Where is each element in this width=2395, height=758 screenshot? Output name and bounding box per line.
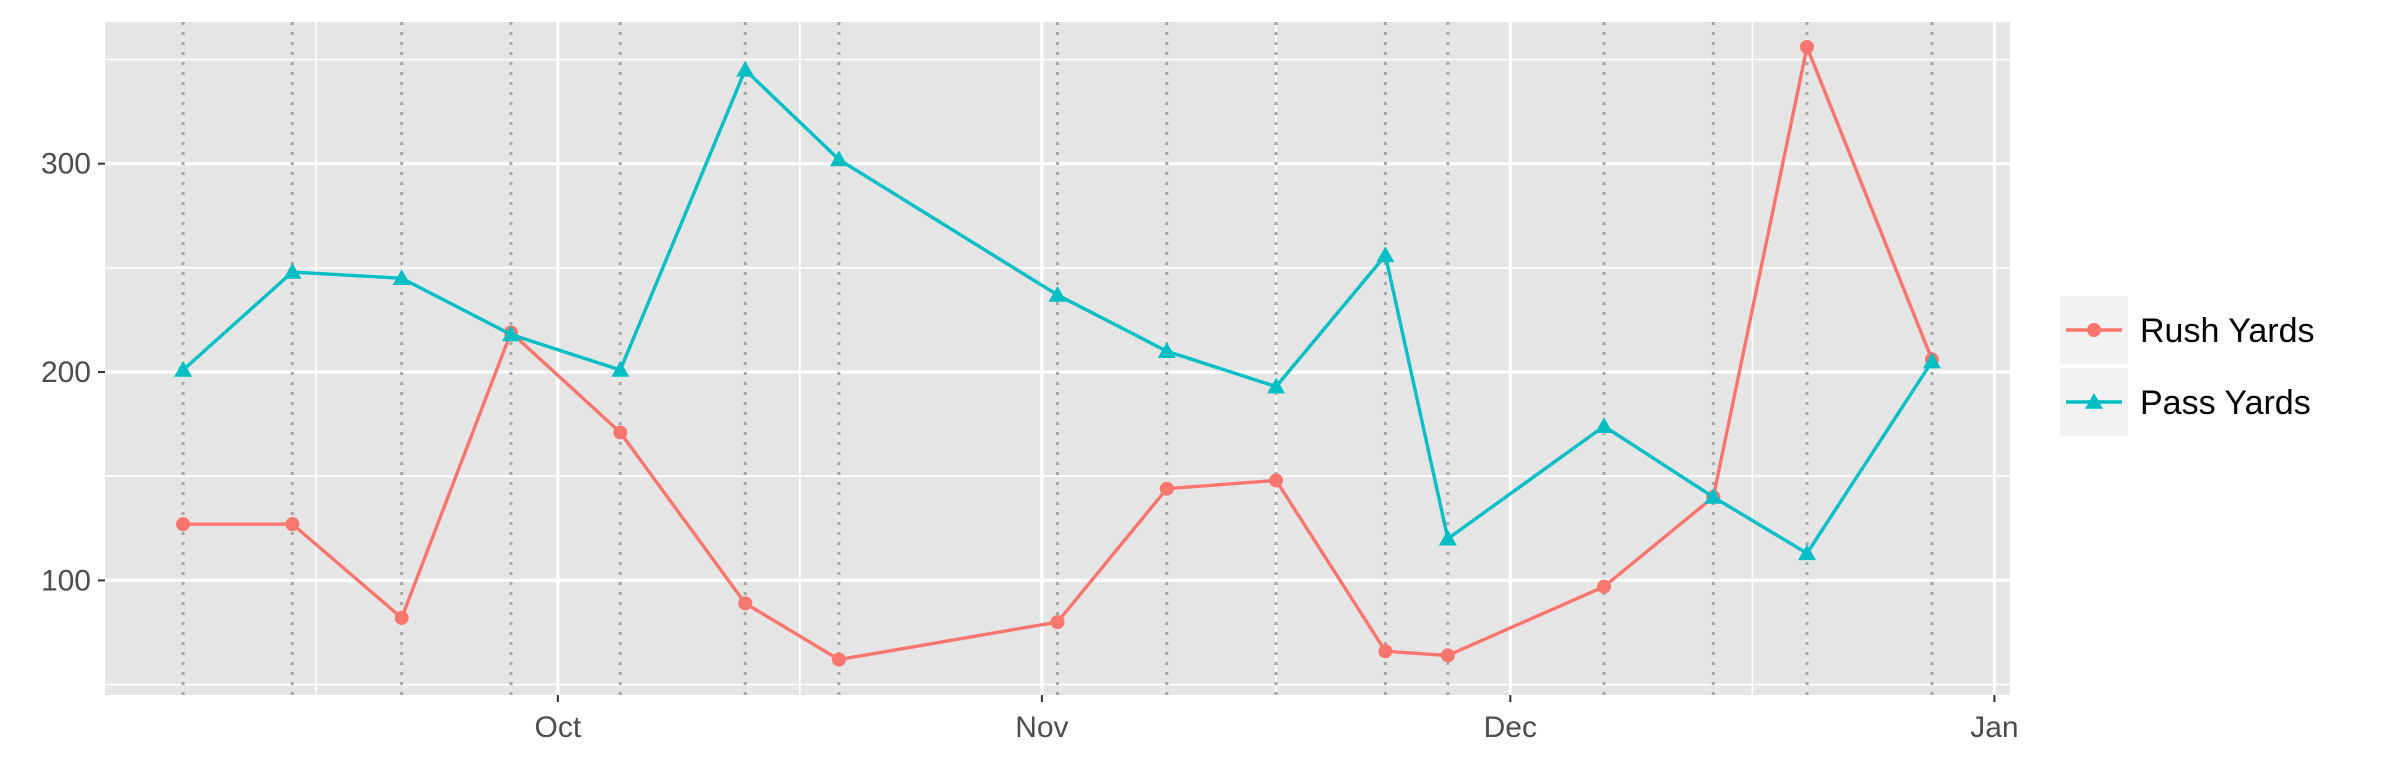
x-tick-label: Oct	[534, 711, 581, 744]
pass-yards-point	[501, 325, 520, 342]
rush-yards-point	[285, 517, 300, 532]
pass-yards-point	[611, 360, 630, 377]
y-tick-label: 100	[41, 564, 91, 597]
pass-yards-point	[174, 360, 193, 377]
pass-yards-point	[1376, 246, 1395, 263]
legend-label-pass-yards: Pass Yards	[2140, 384, 2311, 422]
y-tick-label: 200	[41, 356, 91, 389]
pass-yards-point	[1157, 342, 1176, 358]
rush-yards-point	[176, 517, 191, 532]
rush-yards-point	[1378, 644, 1393, 659]
pass-yards-point	[1704, 488, 1723, 504]
pass-yards-point	[1798, 544, 1817, 561]
rush-yards-point	[1269, 473, 1284, 488]
legend-marker-pass-yards	[2085, 393, 2103, 409]
pass-yards-point	[1048, 285, 1067, 302]
rush-yards-line	[183, 45, 1934, 662]
y-axis: 100 200 300	[41, 148, 105, 597]
rush-yards-point	[1440, 648, 1455, 663]
legend-label-rush-yards: Rush Yards	[2140, 312, 2315, 350]
rush-yards-point	[1800, 40, 1815, 55]
y-tick-label: 300	[41, 148, 91, 181]
x-tick-label: Dec	[1484, 711, 1537, 744]
rush-yards-point	[738, 596, 753, 611]
legend: Rush Yards Pass Yards	[2060, 296, 2315, 436]
rush-yards-point	[831, 652, 846, 667]
pass-yards-point	[736, 60, 755, 77]
pass-yards-point	[283, 263, 302, 279]
rush-yards-point	[1050, 615, 1065, 630]
legend-marker-rush-yards	[2087, 323, 2101, 337]
pass-yards-point	[1267, 377, 1286, 394]
rush-yards-point	[1597, 579, 1612, 594]
pass-yards-point	[1595, 417, 1614, 433]
rush-yards-point	[394, 610, 409, 625]
pass-yards-line	[181, 68, 1934, 556]
rush-yards-point	[613, 425, 628, 440]
pass-yards-point	[1922, 352, 1941, 369]
series-layer	[174, 40, 1941, 667]
pass-yards-point	[829, 150, 848, 167]
pass-yards-point	[1438, 529, 1457, 546]
x-axis: Oct Nov Dec Jan	[534, 695, 2019, 744]
rush-yards-point	[1159, 481, 1174, 496]
x-tick-label: Jan	[1970, 711, 2018, 744]
pass-yards-point	[392, 269, 411, 286]
x-tick-label: Nov	[1015, 711, 1068, 744]
